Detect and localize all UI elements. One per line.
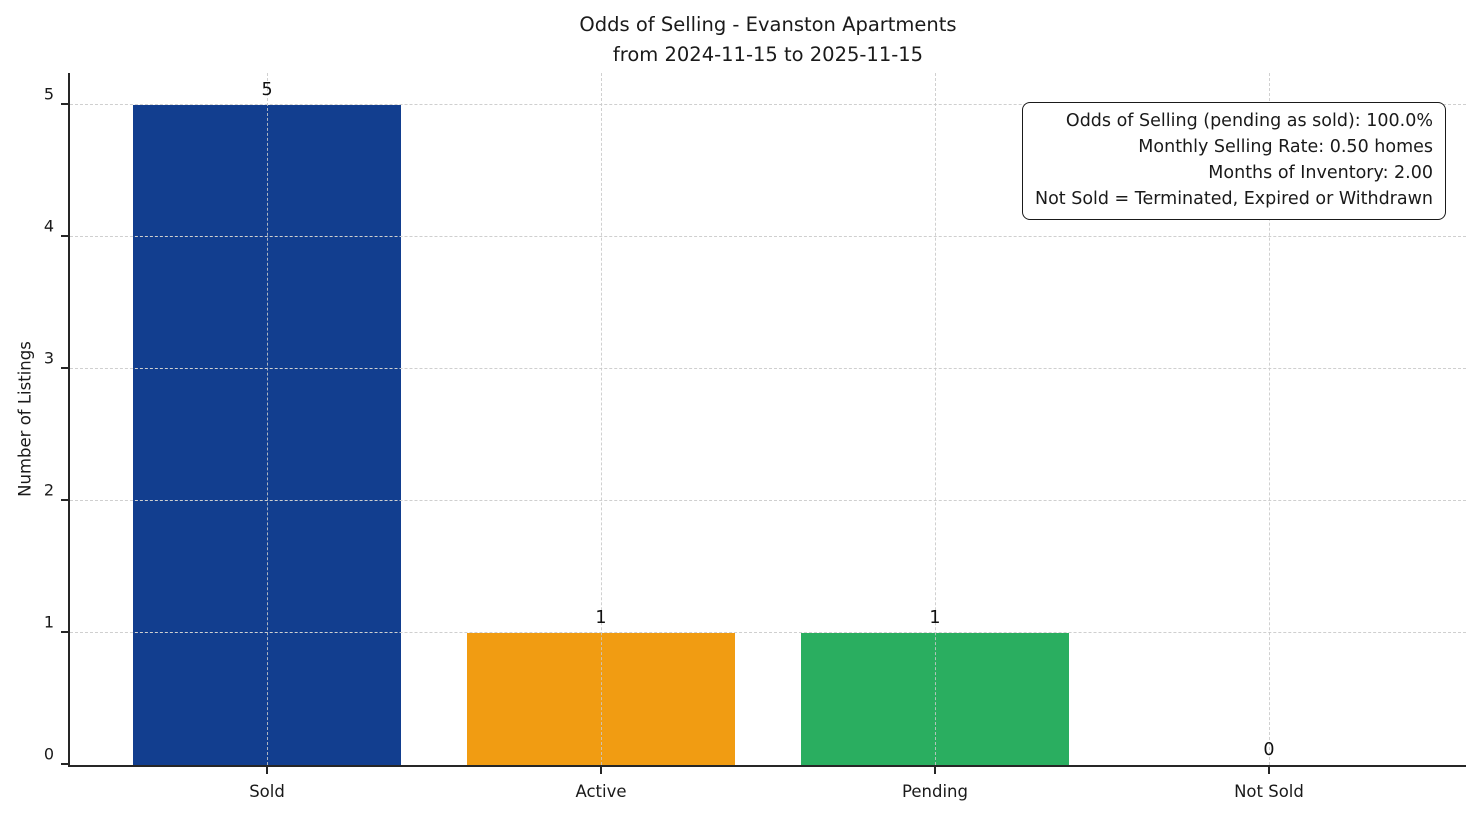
chart-title-line-2: from 2024-11-15 to 2025-11-15 <box>612 43 924 66</box>
stats-line-odds-of-selling: Odds of Selling (pending as sold): 100.0… <box>1065 111 1433 131</box>
v-gridline-sold <box>267 73 269 765</box>
y-tick-label-3: 3 <box>43 348 54 368</box>
bar-value-label-pending: 1 <box>929 607 941 628</box>
x-tick-label-sold: Sold <box>249 782 285 801</box>
y-tick-0 <box>61 763 68 765</box>
h-gridline-3 <box>70 367 1466 369</box>
chart-title-line-1: Odds of Selling - Evanston Apartments <box>579 13 957 36</box>
y-tick-5 <box>61 102 68 105</box>
stats-line-not-sold-definition: Not Sold = Terminated, Expired or Withdr… <box>1034 189 1433 209</box>
x-tick-label-active: Active <box>575 782 627 801</box>
bar-value-label-active: 1 <box>595 607 607 628</box>
x-tick-active <box>600 767 602 774</box>
y-tick-2 <box>61 498 68 501</box>
stats-line-months-of-inventory: Months of Inventory: 2.00 <box>1208 163 1433 183</box>
bar-pending <box>801 632 1069 765</box>
y-tick-4 <box>61 234 68 237</box>
h-gridline-1 <box>70 631 1466 633</box>
y-tick-label-1: 1 <box>43 612 54 632</box>
v-gridline-pending <box>934 73 936 765</box>
h-gridline-4 <box>70 235 1466 237</box>
x-tick-sold <box>266 767 269 774</box>
chart-title: Odds of Selling - Evanston Apartments fr… <box>70 10 1466 70</box>
y-tick-1 <box>61 630 68 633</box>
y-tick-label-0: 0 <box>43 744 54 764</box>
y-tick-label-2: 2 <box>43 480 54 500</box>
h-gridline-5 <box>70 103 1466 105</box>
x-tick-label-not-sold: Not Sold <box>1234 782 1304 801</box>
v-gridline-active <box>601 73 602 765</box>
bar-value-label-sold: 5 <box>261 79 273 100</box>
x-tick-not-sold <box>1267 767 1270 774</box>
x-axis-line <box>68 764 1466 767</box>
h-gridline-2 <box>70 499 1466 501</box>
x-tick-label-pending: Pending <box>902 782 968 801</box>
stats-box: Odds of Selling (pending as sold): 100.0… <box>1021 102 1446 220</box>
x-tick-pending <box>933 767 936 774</box>
plot-area: 5 1 1 0 0 1 2 3 4 5 Sold Active Pending Not Sold Odd… <box>44 73 1466 801</box>
bar-value-label-not-sold: 0 <box>1263 740 1275 760</box>
y-axis-line <box>68 73 70 765</box>
y-tick-label-5: 5 <box>43 84 54 104</box>
y-tick-label-4: 4 <box>43 216 54 236</box>
v-gridline-not-sold <box>1268 73 1270 765</box>
y-tick-3 <box>61 366 68 369</box>
y-axis-label: Number of Listings <box>15 341 35 497</box>
stats-line-monthly-selling-rate: Monthly Selling Rate: 0.50 homes <box>1138 137 1433 157</box>
